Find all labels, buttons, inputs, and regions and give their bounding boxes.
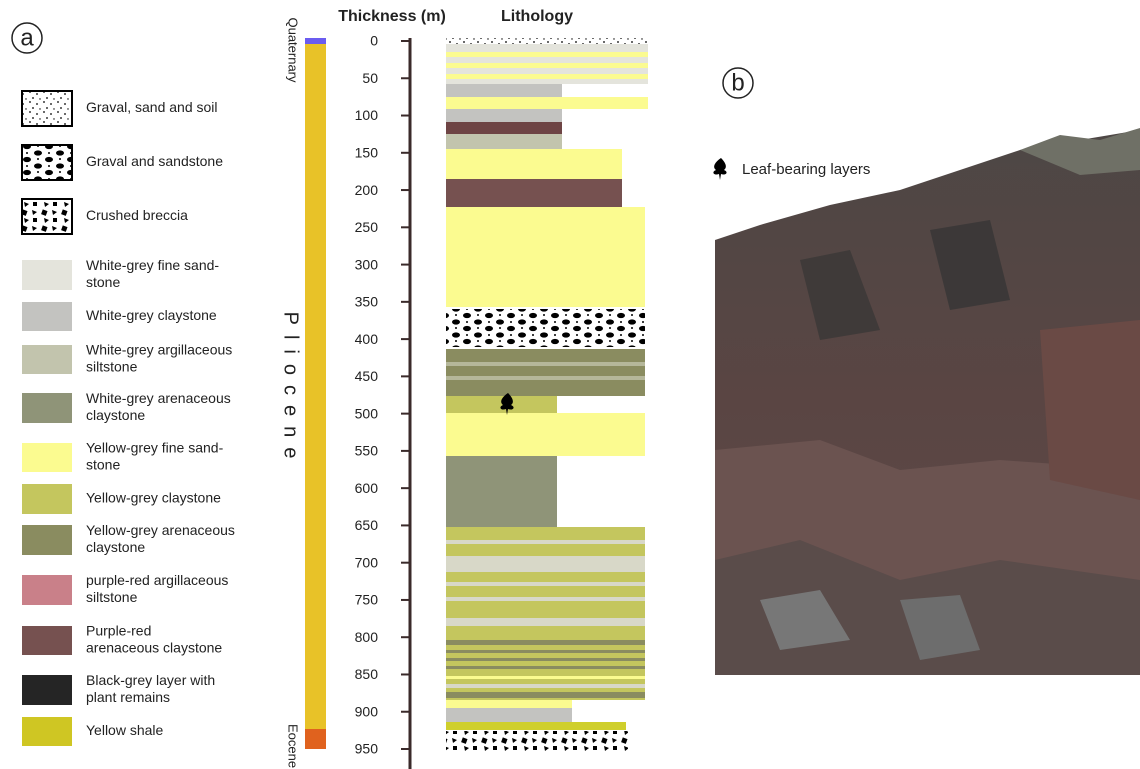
legend-label: Graval, sand and soil	[86, 99, 218, 115]
age-pliocene	[305, 44, 326, 729]
label-circle	[11, 22, 43, 54]
legend: Graval, sand and soil Graval and sandston…	[21, 90, 235, 746]
age-quaternary	[305, 38, 326, 44]
tick-label: 500	[355, 405, 379, 421]
leaf-icon	[713, 158, 727, 180]
legend-label: Yellow-grey claystone	[86, 490, 221, 506]
legend-label: siltstone	[86, 359, 138, 375]
lithology-column	[446, 38, 648, 752]
tick-label: 50	[362, 70, 378, 86]
tick-label: 300	[355, 256, 379, 272]
legend-label: Leaf-bearing layers	[742, 161, 870, 178]
tick-label: 350	[355, 294, 379, 310]
legend-label: Yellow-grey fine sand-	[86, 440, 224, 456]
legend-swatch	[22, 302, 72, 331]
legend-label: siltstone	[86, 589, 138, 605]
legend-label: Black-grey layer with	[86, 672, 215, 688]
tick-label: 950	[355, 741, 379, 757]
legend-label: plant remains	[86, 689, 170, 705]
age-label: Pliocene	[280, 312, 302, 469]
panel-label: a	[20, 24, 34, 51]
legend-swatch	[22, 717, 72, 746]
legend-label: White-grey arenaceous	[86, 390, 231, 406]
legend-label: Yellow-grey arenaceous	[86, 522, 235, 538]
age-label: Eocene	[286, 724, 301, 768]
legend-label: Purple-red	[86, 623, 151, 639]
legend-label: White-grey claystone	[86, 307, 217, 323]
legend-swatch	[22, 345, 72, 374]
legend-label: Crushed breccia	[86, 207, 188, 223]
label-circle	[722, 67, 754, 99]
legend-label: Graval and sandstone	[86, 153, 223, 169]
age-eocene	[305, 729, 326, 749]
tick-label: 400	[355, 331, 379, 347]
legend-label: purple-red argillaceous	[86, 572, 228, 588]
legend-label: White-grey fine sand-	[86, 257, 219, 273]
tick-label: 650	[355, 517, 379, 533]
tick-label: 450	[355, 368, 379, 384]
legend-label: claystone	[86, 407, 145, 423]
legend-swatch	[22, 393, 72, 423]
legend-label: stone	[86, 457, 120, 473]
tick-label: 900	[355, 703, 379, 719]
tick-label: 150	[355, 144, 379, 160]
axis-title: Thickness (m)	[338, 8, 446, 25]
legend-swatch	[22, 626, 72, 655]
photo	[715, 128, 1140, 675]
legend-label: Yellow shale	[86, 722, 164, 738]
tick-label: 750	[355, 592, 379, 608]
leaf-icon	[500, 393, 514, 415]
tick-label: 250	[355, 219, 379, 235]
axis-ticks: 0 50 100 150 200 250 300 350 400 450 500 550 600 650 7…	[355, 33, 410, 757]
age-label: Quaternary	[286, 17, 301, 83]
legend-swatch	[21, 144, 73, 181]
tick-label: 200	[355, 182, 379, 198]
tick-label: 700	[355, 554, 379, 570]
tick-label: 600	[355, 480, 379, 496]
legend-label: stone	[86, 274, 120, 290]
legend-swatch	[22, 484, 72, 514]
legend-swatch	[22, 675, 72, 705]
tick-label: 550	[355, 443, 379, 459]
tick-label: 0	[370, 33, 378, 49]
tick-label: 100	[355, 107, 379, 123]
legend-swatch	[21, 198, 73, 235]
legend-swatch	[22, 575, 72, 605]
legend-label: White-grey argillaceous	[86, 342, 232, 358]
column-title: Lithology	[501, 8, 573, 25]
legend-swatch	[22, 443, 72, 472]
panel-label: b	[731, 69, 744, 96]
tick-label: 800	[355, 629, 379, 645]
legend-swatch	[22, 260, 72, 290]
tick-label: 850	[355, 666, 379, 682]
legend-label: arenaceous claystone	[86, 640, 222, 656]
legend-swatch	[22, 525, 72, 555]
legend-swatch	[21, 90, 73, 127]
legend-label: claystone	[86, 539, 145, 555]
